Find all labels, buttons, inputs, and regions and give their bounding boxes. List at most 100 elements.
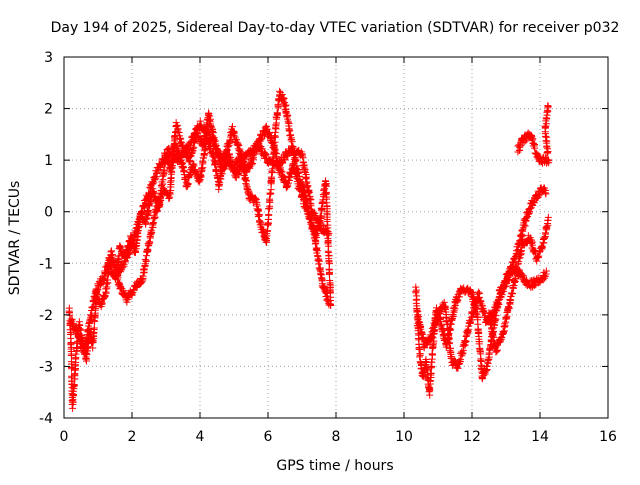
data-point (281, 156, 289, 164)
data-point (415, 345, 423, 353)
data-point (285, 177, 293, 185)
data-point (266, 196, 274, 204)
data-point (305, 189, 313, 197)
data-point (478, 302, 486, 310)
data-point (315, 257, 323, 265)
data-point (325, 270, 333, 278)
data-point (489, 310, 497, 318)
data-point (76, 335, 84, 343)
data-point (274, 104, 282, 112)
data-point (493, 347, 501, 355)
data-point (116, 242, 124, 250)
data-point (132, 231, 140, 239)
data-point (242, 174, 250, 182)
data-point (84, 326, 92, 334)
data-point (267, 186, 275, 194)
data-point (249, 154, 257, 162)
data-point (544, 102, 552, 110)
data-point (461, 337, 469, 345)
data-point (509, 290, 517, 298)
data-point (445, 340, 453, 348)
data-point (268, 169, 276, 177)
x-tick-label: 16 (599, 429, 617, 445)
data-point (235, 142, 243, 150)
data-point (312, 237, 320, 245)
data-point (416, 351, 424, 359)
data-point (235, 147, 243, 155)
data-point (131, 248, 139, 256)
data-point (534, 253, 542, 261)
data-point (543, 224, 551, 232)
data-point (224, 142, 232, 150)
data-point (206, 122, 214, 130)
y-tick-label: -1 (39, 256, 53, 272)
data-point (124, 293, 132, 301)
data-point (542, 267, 550, 275)
data-point (148, 229, 156, 237)
data-point (107, 248, 115, 256)
y-axis-title: SDTVAR / TECUs (7, 181, 23, 296)
data-point (258, 145, 266, 153)
data-point (217, 150, 225, 158)
data-point (155, 199, 163, 207)
data-point (70, 380, 78, 388)
data-point (196, 117, 204, 125)
data-point (310, 227, 318, 235)
data-point (528, 136, 536, 144)
data-point (516, 254, 524, 262)
data-point (102, 288, 110, 296)
data-point (475, 294, 483, 302)
data-point (519, 226, 527, 234)
data-point (108, 251, 116, 259)
data-point (82, 338, 90, 346)
y-tick-label: 0 (44, 205, 53, 221)
data-point (189, 161, 197, 169)
data-point (81, 345, 89, 353)
chart-title: Day 194 of 2025, Sidereal Day-to-day VTE… (51, 20, 620, 36)
data-point (489, 333, 497, 341)
data-point (243, 177, 251, 185)
x-tick-label: 8 (332, 429, 341, 445)
data-point (309, 210, 317, 218)
data-point (325, 229, 333, 237)
data-point (86, 311, 94, 319)
data-point (475, 338, 483, 346)
data-point (529, 198, 537, 206)
data-point (175, 128, 183, 136)
data-point (468, 316, 476, 324)
data-point (153, 169, 161, 177)
x-tick-label: 14 (531, 429, 549, 445)
data-point (200, 150, 208, 158)
data-point (535, 252, 543, 260)
data-point (477, 297, 485, 305)
data-point (271, 146, 279, 154)
data-point (184, 180, 192, 188)
data-point (82, 357, 90, 365)
data-point (268, 175, 276, 183)
data-point (457, 355, 465, 363)
data-point (413, 306, 421, 314)
data-point (492, 343, 500, 351)
data-point (243, 183, 251, 191)
data-point (83, 334, 91, 342)
data-point (471, 303, 479, 311)
data-point (273, 110, 281, 118)
data-point (271, 133, 279, 141)
y-tick-label: 1 (44, 153, 53, 169)
x-axis-title: GPS time / hours (276, 458, 393, 474)
data-point (216, 174, 224, 182)
data-point (233, 136, 241, 144)
data-point (108, 247, 116, 255)
data-point (229, 164, 237, 172)
data-point (501, 322, 509, 330)
data-point (218, 170, 226, 178)
x-tick-label: 12 (463, 429, 481, 445)
data-point (542, 190, 550, 198)
data-point (458, 350, 466, 358)
data-point (420, 344, 428, 352)
data-point (252, 194, 260, 202)
data-point (139, 272, 147, 280)
